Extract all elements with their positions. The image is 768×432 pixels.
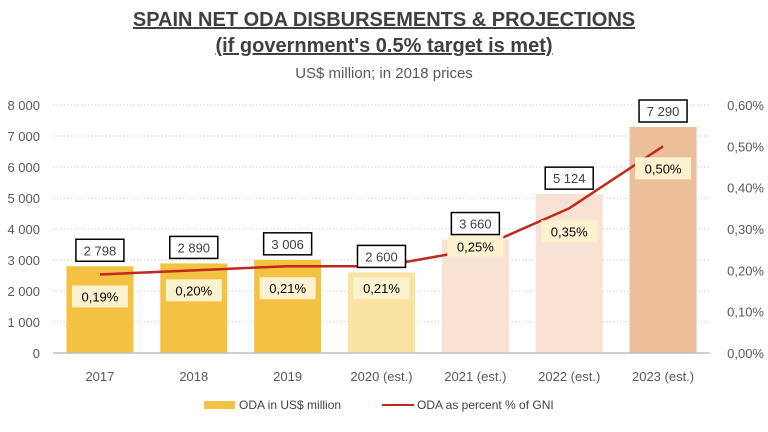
x-tick-label: 2020 (est.) <box>350 369 412 384</box>
x-tick-label: 2022 (est.) <box>538 369 600 384</box>
x-tick-label: 2018 <box>179 369 208 384</box>
percent-label: 0,50% <box>645 161 682 176</box>
x-tick-label: 2023 (est.) <box>632 369 694 384</box>
percent-label-box <box>165 279 222 302</box>
percent-label: 0,20% <box>175 283 212 298</box>
y-left-tick-label: 5 000 <box>7 191 40 206</box>
bar-value-label-box <box>356 244 407 269</box>
y-right-tick-label: 0,10% <box>727 305 764 320</box>
chart-title: SPAIN NET ODA DISBURSEMENTS & PROJECTION… <box>133 9 635 31</box>
bar <box>160 263 228 353</box>
bar-value-label: 5 124 <box>553 171 586 186</box>
y-left-tick-label: 7 000 <box>7 129 40 144</box>
percent-label: 0,21% <box>363 281 400 296</box>
bar <box>441 239 509 353</box>
percent-label-box <box>635 157 692 180</box>
percent-label: 0,35% <box>551 224 588 239</box>
x-tick-label: 2019 <box>273 369 302 384</box>
legend-label-line: ODA as percent % of GNI <box>417 398 554 412</box>
x-tick-label: 2021 (est.) <box>444 369 506 384</box>
percent-label-box <box>353 277 410 300</box>
y-left-tick-label: 8 000 <box>7 98 40 113</box>
percent-label-box <box>71 285 128 308</box>
chart-title-line2: (if government's 0.5% target is met) <box>215 35 552 57</box>
y-right-tick-label: 0,40% <box>727 181 764 196</box>
y-left-tick-label: 4 000 <box>7 222 40 237</box>
bar-value-label-box <box>262 232 313 256</box>
bar-value-label-box <box>638 99 688 123</box>
bar-value-label-box <box>450 211 501 236</box>
percent-label-box <box>259 277 316 300</box>
y-left-tick-label: 3 000 <box>7 253 40 268</box>
y-right-tick-label: 0,50% <box>727 139 764 154</box>
bar-value-label: 2 798 <box>84 243 117 258</box>
x-tick-label: 2017 <box>85 369 114 384</box>
bar-value-label: 2 890 <box>178 240 211 255</box>
y-right-tick-label: 0,60% <box>727 98 764 113</box>
y-left-tick-label: 1 000 <box>7 315 40 330</box>
percent-label-box <box>541 220 598 243</box>
percent-label-box <box>447 235 504 258</box>
bar <box>254 259 322 353</box>
y-right-tick-label: 0,20% <box>727 263 764 278</box>
legend-swatch-bar <box>204 401 235 409</box>
percent-label: 0,21% <box>269 281 306 296</box>
bar-value-label: 7 290 <box>647 104 680 119</box>
bar-value-label: 3 006 <box>271 237 304 252</box>
y-left-tick-label: 0 <box>33 346 40 361</box>
percent-label: 0,25% <box>457 240 494 255</box>
percent-label: 0,19% <box>81 289 118 304</box>
legend-label-bars: ODA in US$ million <box>239 398 341 412</box>
bar-value-label-box <box>544 166 594 190</box>
bar-value-label-box <box>75 238 125 263</box>
bar-value-label: 2 600 <box>365 249 398 264</box>
bar-value-label: 3 660 <box>459 217 492 232</box>
bar <box>66 266 134 353</box>
chart-subtitle: US$ million; in 2018 prices <box>295 65 473 82</box>
y-left-tick-label: 2 000 <box>7 284 40 299</box>
y-left-tick-label: 6 000 <box>7 160 40 175</box>
legend: ODA in US$ million ODA as percent % of G… <box>204 398 554 412</box>
y-right-tick-label: 0,00% <box>727 346 764 361</box>
bar-value-label-box <box>169 235 219 260</box>
y-right-tick-label: 0,30% <box>727 222 764 237</box>
